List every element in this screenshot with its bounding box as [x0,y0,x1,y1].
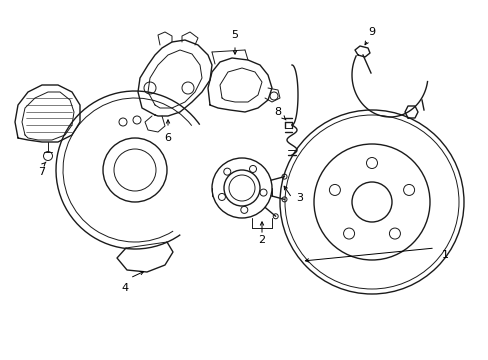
Text: 7: 7 [39,167,45,177]
Text: 8: 8 [274,107,281,117]
Text: 3: 3 [296,193,303,203]
Text: 9: 9 [367,27,375,37]
Text: 2: 2 [258,235,265,245]
Text: 6: 6 [164,133,171,143]
Text: 5: 5 [231,30,238,40]
Text: 4: 4 [121,283,128,293]
Text: 1: 1 [441,250,447,260]
